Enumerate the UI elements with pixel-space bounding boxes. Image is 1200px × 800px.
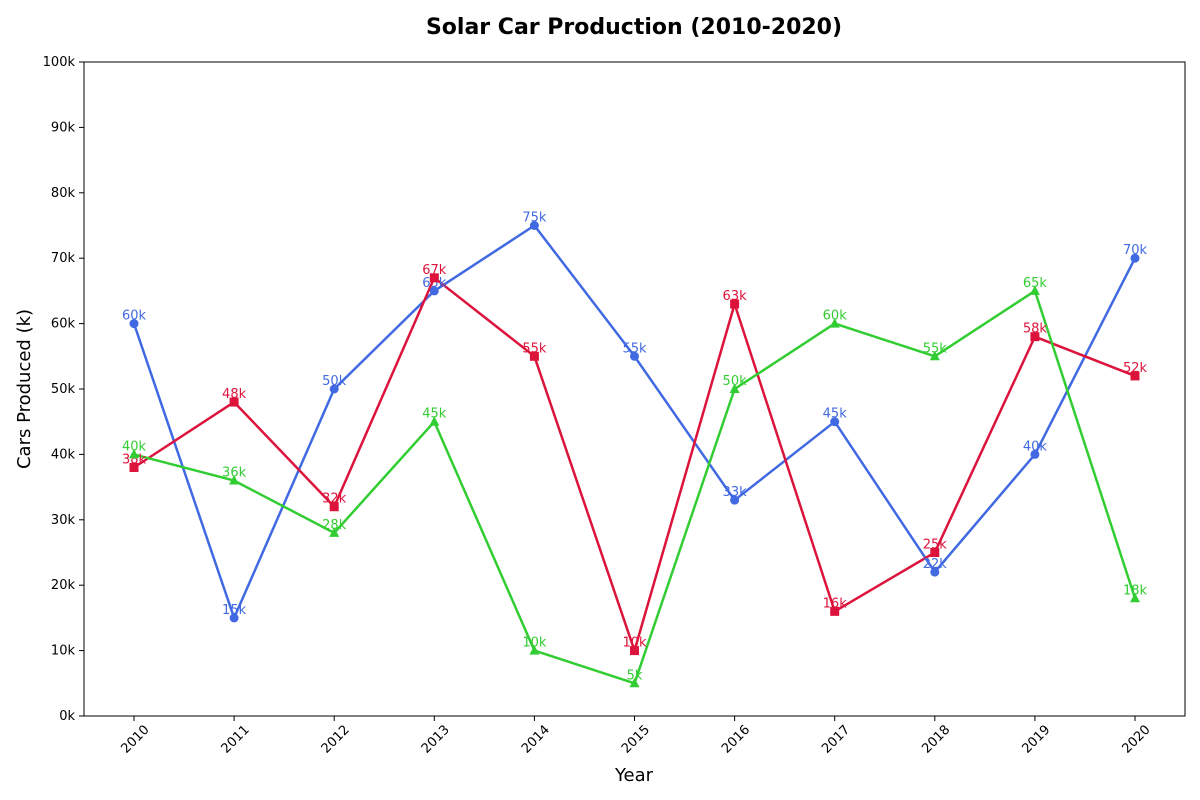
series-1-point: [229, 397, 239, 407]
series-0-data-label: 40k: [1023, 439, 1048, 454]
y-tick-label: 10k: [51, 644, 76, 659]
series-1-data-label: 52k: [1123, 361, 1148, 376]
series-1-data-label: 58k: [1023, 322, 1048, 337]
y-tick-label: 20k: [51, 578, 76, 593]
series-0-data-label: 55k: [622, 341, 647, 356]
series-1-data-label: 38k: [122, 452, 147, 467]
series-2-point: [229, 475, 240, 485]
series-0-point: [630, 351, 639, 361]
x-tick-label: 2011: [219, 723, 253, 757]
series-1-point: [1130, 371, 1140, 381]
series-2-point: [429, 416, 440, 426]
plot-area: 0k 10k 20k 30k 40k 50k 60k 70k 80k 90k 100k 2010 201…: [43, 55, 1186, 757]
plot-frame: [83, 61, 1186, 717]
x-tick-label: 2018: [919, 723, 953, 757]
series-1-data-label: 16k: [823, 596, 848, 611]
series-1-data-label: 55k: [522, 341, 547, 356]
x-tick-label: 2016: [719, 723, 753, 757]
series-1-point: [630, 646, 639, 656]
x-tick-label: 2014: [519, 723, 553, 757]
y-tick-label: 100k: [43, 55, 76, 70]
x-axis-label: Year: [614, 765, 654, 786]
series-1-point: [429, 273, 439, 283]
series-0-point: [429, 286, 439, 296]
series-2-point: [129, 448, 139, 459]
series-1-point: [129, 462, 139, 472]
series-0-point: [1030, 449, 1040, 459]
series-0-point: [1130, 253, 1140, 263]
series-1-point: [930, 548, 940, 557]
series-2-point: [529, 645, 540, 655]
series-2-point: [829, 318, 840, 328]
series-2-point: [1130, 592, 1140, 603]
series-0-point: [529, 221, 539, 230]
series-0-point: [329, 384, 339, 394]
series-2-point: [929, 350, 940, 361]
series-1-point: [329, 502, 339, 512]
series-0-data-label: 65k: [422, 276, 447, 291]
series-0-data-label: 45k: [823, 407, 848, 422]
series-2-data-label: 40k: [122, 439, 147, 454]
chart-title: Solar Car Production (2010-2020): [426, 15, 842, 40]
x-tick-label: 2019: [1019, 723, 1053, 757]
series-0-point: [730, 495, 740, 505]
x-tick-label: 2017: [819, 723, 853, 757]
series-line-0: [132, 224, 1137, 620]
series-0-point: [830, 417, 840, 427]
series-1-point: [830, 606, 840, 616]
series-0-point: [229, 613, 239, 623]
series-0-data-label: 50k: [322, 374, 347, 389]
series-0-data-label: 60k: [122, 309, 147, 324]
series-1-data-label: 25k: [923, 538, 948, 553]
series-0-data-label: 70k: [1123, 243, 1148, 258]
y-tick-label: 50k: [51, 382, 76, 397]
series-2-point: [1029, 285, 1040, 295]
y-tick-label: 80k: [51, 186, 76, 201]
series-1-point: [730, 299, 740, 309]
y-tick-label: 70k: [51, 251, 76, 266]
series-2-data-label: 50k: [723, 374, 748, 389]
series-1-data-label: 32k: [322, 492, 347, 507]
x-tick-label: 2013: [419, 723, 453, 757]
y-tick-label: 0k: [59, 709, 75, 724]
series-1-point: [1030, 332, 1040, 342]
series-2-data-label: 45k: [422, 407, 447, 422]
series-2-point: [629, 677, 640, 688]
x-tick-label: 2015: [619, 723, 653, 757]
series-2-data-label: 36k: [222, 466, 247, 481]
series-0-data-label: 22k: [923, 557, 948, 572]
series-2-data-label: 65k: [1023, 276, 1048, 291]
y-tick-label: 90k: [51, 120, 76, 135]
y-tick-label: 40k: [51, 447, 76, 462]
series-2-data-label: 18k: [1123, 583, 1148, 598]
series-0-data-label: 75k: [522, 211, 547, 226]
series-2-data-label: 5k: [627, 668, 643, 683]
x-tick-label: 2020: [1120, 723, 1154, 757]
series-0-point: [129, 319, 139, 329]
series-1-data-label: 63k: [723, 289, 748, 304]
y-axis-label: Cars Produced (k): [14, 309, 35, 469]
y-tick-label: 60k: [51, 317, 76, 332]
series-2-data-label: 10k: [522, 636, 547, 651]
series-0-data-label: 15k: [222, 603, 247, 618]
series-2-point: [329, 527, 340, 537]
series-1-data-label: 10k: [622, 636, 647, 651]
series-2-data-label: 55k: [923, 341, 948, 356]
y-tick-label: 30k: [51, 513, 76, 528]
series-line-1: [133, 276, 1136, 652]
x-tick-label: 2012: [319, 723, 353, 757]
series-0-point: [930, 567, 940, 577]
series-1-data-label: 48k: [222, 387, 247, 402]
x-tick-label: 2010: [119, 723, 153, 757]
series-2-point: [729, 383, 740, 393]
series-2-data-label: 28k: [322, 518, 347, 533]
series-0-data-label: 33k: [723, 485, 748, 500]
series-1-point: [529, 351, 539, 361]
series-1-data-label: 67k: [422, 263, 447, 278]
series-2-data-label: 60k: [823, 309, 848, 324]
